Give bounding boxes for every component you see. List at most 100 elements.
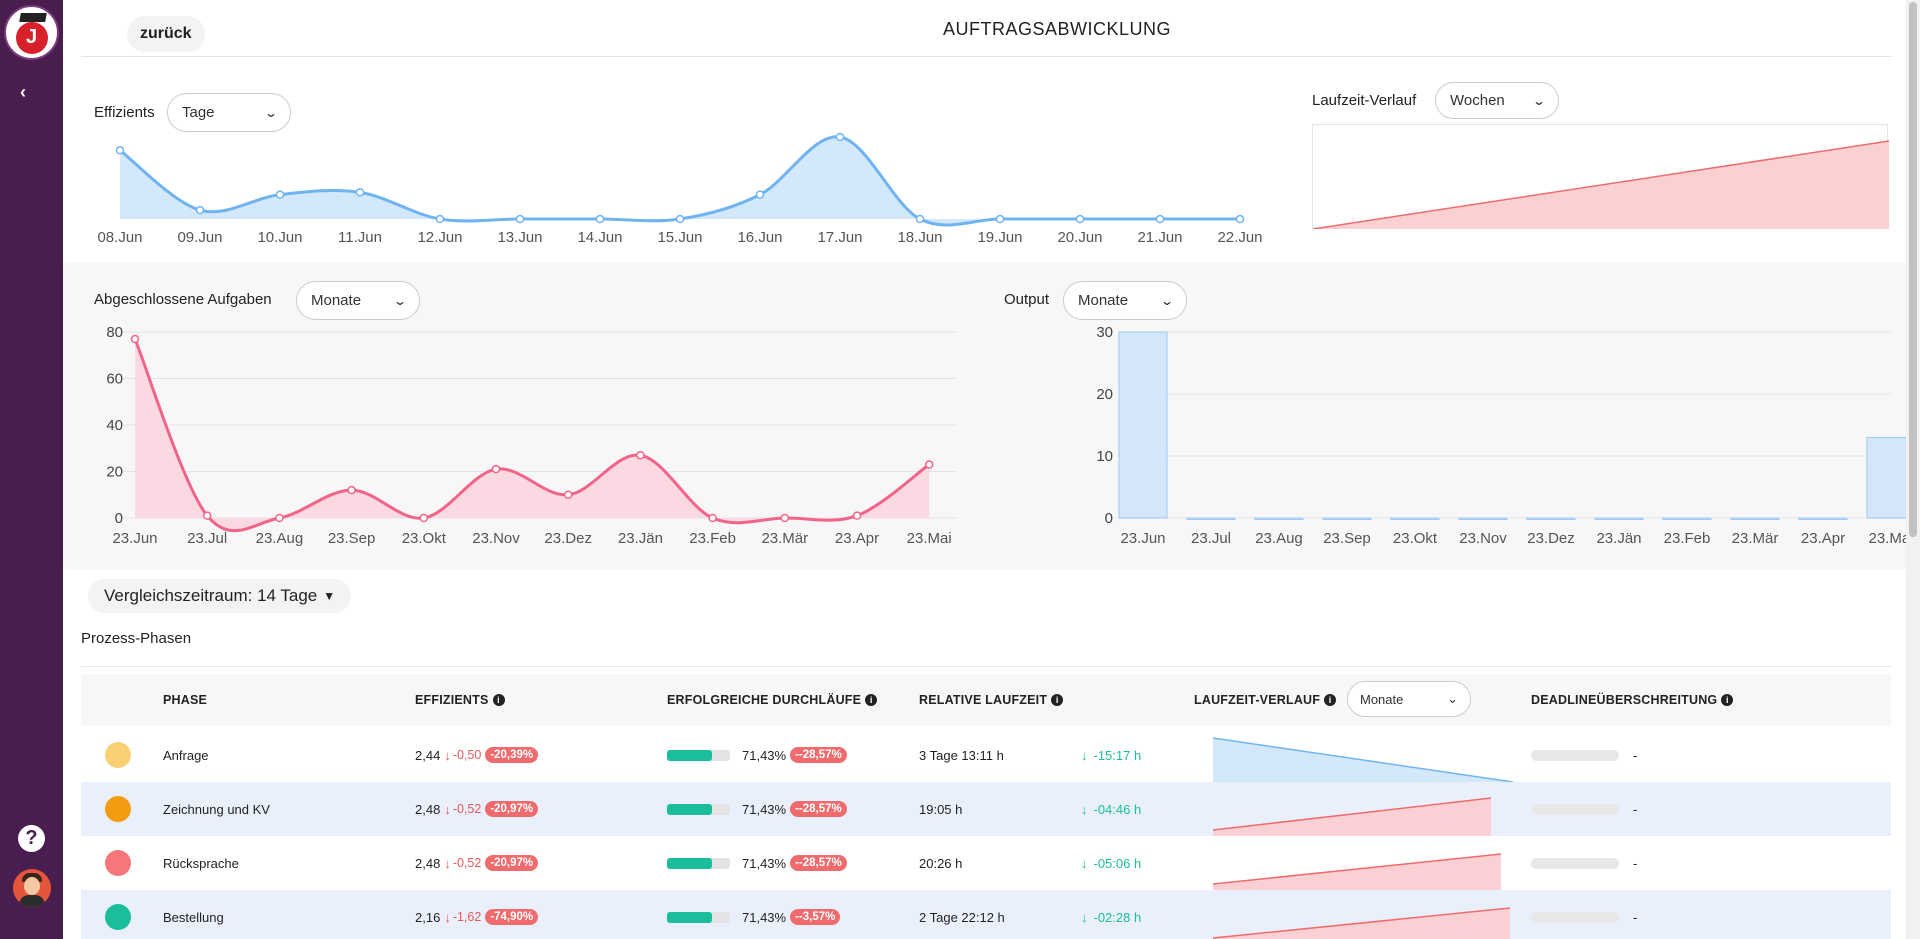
success-pct-badge: --28,57% bbox=[790, 747, 847, 763]
success-value: 71,43% bbox=[742, 801, 787, 817]
laufzeit-verlauf-sparkline bbox=[1213, 737, 1513, 782]
laufzeit-verlauf-table-select[interactable]: Monate ⌄ bbox=[1347, 681, 1471, 717]
abgeschlossen-x-tick: 23.Jul bbox=[187, 530, 227, 547]
effizients-value: 2,16 bbox=[415, 909, 441, 925]
output-bar bbox=[1390, 517, 1440, 520]
relative-laufzeit-delta: ↓ -04:46 h bbox=[1081, 782, 1141, 836]
chevron-down-icon: ⌄ bbox=[1447, 691, 1458, 706]
effizients-delta: -0,52 bbox=[452, 802, 482, 816]
abgeschlossen-period-select[interactable]: Monate ⌄ bbox=[296, 281, 420, 320]
arrow-down-icon: ↓ bbox=[444, 747, 451, 763]
relative-laufzeit-value: 19:05 h bbox=[919, 801, 963, 817]
effizients-x-tick: 15.Jun bbox=[657, 229, 702, 246]
abgeschlossen-x-tick: 23.Aug bbox=[256, 530, 304, 547]
abgeschlossen-point bbox=[202, 511, 212, 520]
y-tick-label: 10 bbox=[1096, 448, 1113, 465]
header-effizients: EFFIZIENTS i bbox=[415, 674, 505, 726]
success-progress-bar bbox=[667, 857, 730, 869]
header-relative-laufzeit: RELATIVE LAUFZEIT i bbox=[919, 674, 1064, 726]
phase-color-dot bbox=[105, 796, 131, 822]
abgeschlossene-aufgaben-chart: 0 20 40 60 80 23.Jun 23.Jul 23.Aug 23.Sep 23.Okt 2… bbox=[106, 324, 956, 547]
abgeschlossen-point bbox=[419, 513, 429, 523]
abgeschlossen-x-tick: 23.Apr bbox=[835, 530, 879, 547]
chevron-down-icon: ⌄ bbox=[263, 105, 279, 120]
info-icon[interactable]: i bbox=[1324, 694, 1337, 706]
abgeschlossen-x-tick: 23.Mär bbox=[761, 530, 808, 547]
deadline-value: - bbox=[1633, 747, 1638, 763]
effizients-period-select[interactable]: Tage ⌄ bbox=[167, 93, 291, 132]
phase-name: Bestellung bbox=[163, 909, 224, 925]
collapse-sidebar-chevron-icon[interactable]: ‹ bbox=[20, 82, 26, 102]
relative-laufzeit-value: 2 Tage 22:12 h bbox=[919, 909, 1005, 925]
y-tick-label: 60 bbox=[106, 371, 123, 388]
phase-name: Rücksprache bbox=[163, 855, 239, 871]
effizients-point bbox=[1075, 214, 1085, 224]
relative-laufzeit-value: 20:26 h bbox=[919, 855, 963, 871]
effizients-x-tick: 14.Jun bbox=[577, 229, 622, 246]
divider bbox=[81, 666, 1891, 667]
deadline-progress-bar bbox=[1531, 857, 1619, 869]
caret-down-icon: ▼ bbox=[323, 589, 336, 603]
effizients-point bbox=[275, 190, 285, 199]
help-icon[interactable]: ? bbox=[18, 825, 45, 852]
phase-color-dot bbox=[105, 850, 131, 876]
phase-color-dot bbox=[105, 904, 131, 930]
laufzeit-period-select[interactable]: Wochen ⌄ bbox=[1435, 82, 1559, 119]
relative-laufzeit-delta: ↓ -15:17 h bbox=[1081, 728, 1141, 782]
effizients-x-tick: 19.Jun bbox=[977, 229, 1022, 246]
table-row[interactable]: Bestellung 2,16 ↓ -1,62 -74,90% 71,43% -… bbox=[81, 890, 1891, 939]
output-bar bbox=[1662, 517, 1712, 520]
relative-laufzeit-delta-value: -05:06 h bbox=[1093, 855, 1142, 871]
effizients-cell: 2,48 ↓ -0,52 -20,97% bbox=[415, 782, 539, 836]
y-tick-label: 30 bbox=[1096, 324, 1113, 341]
effizients-value: 2,44 bbox=[415, 747, 441, 763]
effizients-point bbox=[595, 214, 605, 224]
table-row[interactable]: Anfrage 2,44 ↓ -0,50 -20,39% 71,43% --28… bbox=[81, 728, 1891, 782]
erfolgreich-cell: 71,43% --28,57% bbox=[667, 836, 847, 890]
y-tick-label: 20 bbox=[1096, 386, 1113, 403]
erfolgreich-cell: 71,43% --28,57% bbox=[667, 728, 847, 782]
output-bar bbox=[1798, 517, 1848, 520]
table-row[interactable]: Rücksprache 2,48 ↓ -0,52 -20,97% 71,43% … bbox=[81, 836, 1891, 890]
effizients-x-tick: 08.Jun bbox=[97, 229, 142, 246]
deadline-value: - bbox=[1633, 855, 1638, 871]
success-value: 71,43% bbox=[742, 909, 787, 925]
effizients-x-tick: 21.Jun bbox=[1137, 229, 1182, 246]
app-logo[interactable]: J bbox=[4, 5, 59, 60]
abgeschlossen-period-value: Monate bbox=[311, 292, 362, 309]
main-content: zurück AUFTRAGSABWICKLUNG Effizients Tag… bbox=[63, 0, 1916, 939]
effizients-point bbox=[995, 214, 1005, 224]
relative-laufzeit-delta-value: -04:46 h bbox=[1093, 801, 1142, 817]
sparkline-line bbox=[1213, 853, 1502, 885]
abgeschlossen-x-tick: 23.Dez bbox=[544, 530, 592, 547]
effizients-chart: 08.Jun 09.Jun 10.Jun 11.Jun 12.Jun 13.Jun 14.J… bbox=[97, 132, 1263, 246]
laufzeit-verlauf-sparkline bbox=[1213, 797, 1492, 836]
chevron-down-icon: ⌄ bbox=[1159, 293, 1175, 308]
effizients-pct-badge: -74,90% bbox=[485, 909, 539, 925]
vergleichszeitraum-dropdown[interactable]: Vergleichszeitraum: 14 Tage ▼ bbox=[88, 579, 352, 613]
effizients-point bbox=[755, 190, 765, 199]
success-progress-fill bbox=[667, 857, 712, 869]
sidebar: J ‹ ? bbox=[0, 0, 63, 939]
table-row[interactable]: Zeichnung und KV 2,48 ↓ -0,52 -20,97% 71… bbox=[81, 782, 1891, 836]
effizients-point bbox=[115, 146, 125, 155]
vertical-scrollbar[interactable] bbox=[1906, 0, 1920, 939]
header-erfolgreiche-durchlaeufe: ERFOLGREICHE DURCHLÄUFE i bbox=[667, 674, 878, 726]
vergleichszeitraum-label: Vergleichszeitraum: 14 Tage bbox=[104, 586, 318, 605]
effizients-point bbox=[195, 205, 205, 215]
effizients-cell: 2,48 ↓ -0,52 -20,97% bbox=[415, 836, 539, 890]
relative-laufzeit-value: 3 Tage 13:11 h bbox=[919, 747, 1004, 763]
laufzeit-verlauf-label: Laufzeit-Verlauf bbox=[1312, 92, 1417, 109]
info-icon[interactable]: i bbox=[1721, 694, 1734, 706]
effizients-delta: -0,50 bbox=[452, 748, 482, 762]
effizients-delta: -1,62 bbox=[452, 910, 482, 924]
info-icon[interactable]: i bbox=[492, 694, 505, 706]
output-bar bbox=[1118, 331, 1168, 519]
info-icon[interactable]: i bbox=[1051, 694, 1064, 706]
output-period-select[interactable]: Monate ⌄ bbox=[1063, 281, 1187, 320]
back-button[interactable]: zurück bbox=[127, 16, 205, 52]
scrollbar-thumb[interactable] bbox=[1909, 2, 1917, 537]
user-avatar[interactable] bbox=[13, 869, 51, 907]
output-bar bbox=[1594, 517, 1644, 520]
info-icon[interactable]: i bbox=[865, 694, 878, 706]
